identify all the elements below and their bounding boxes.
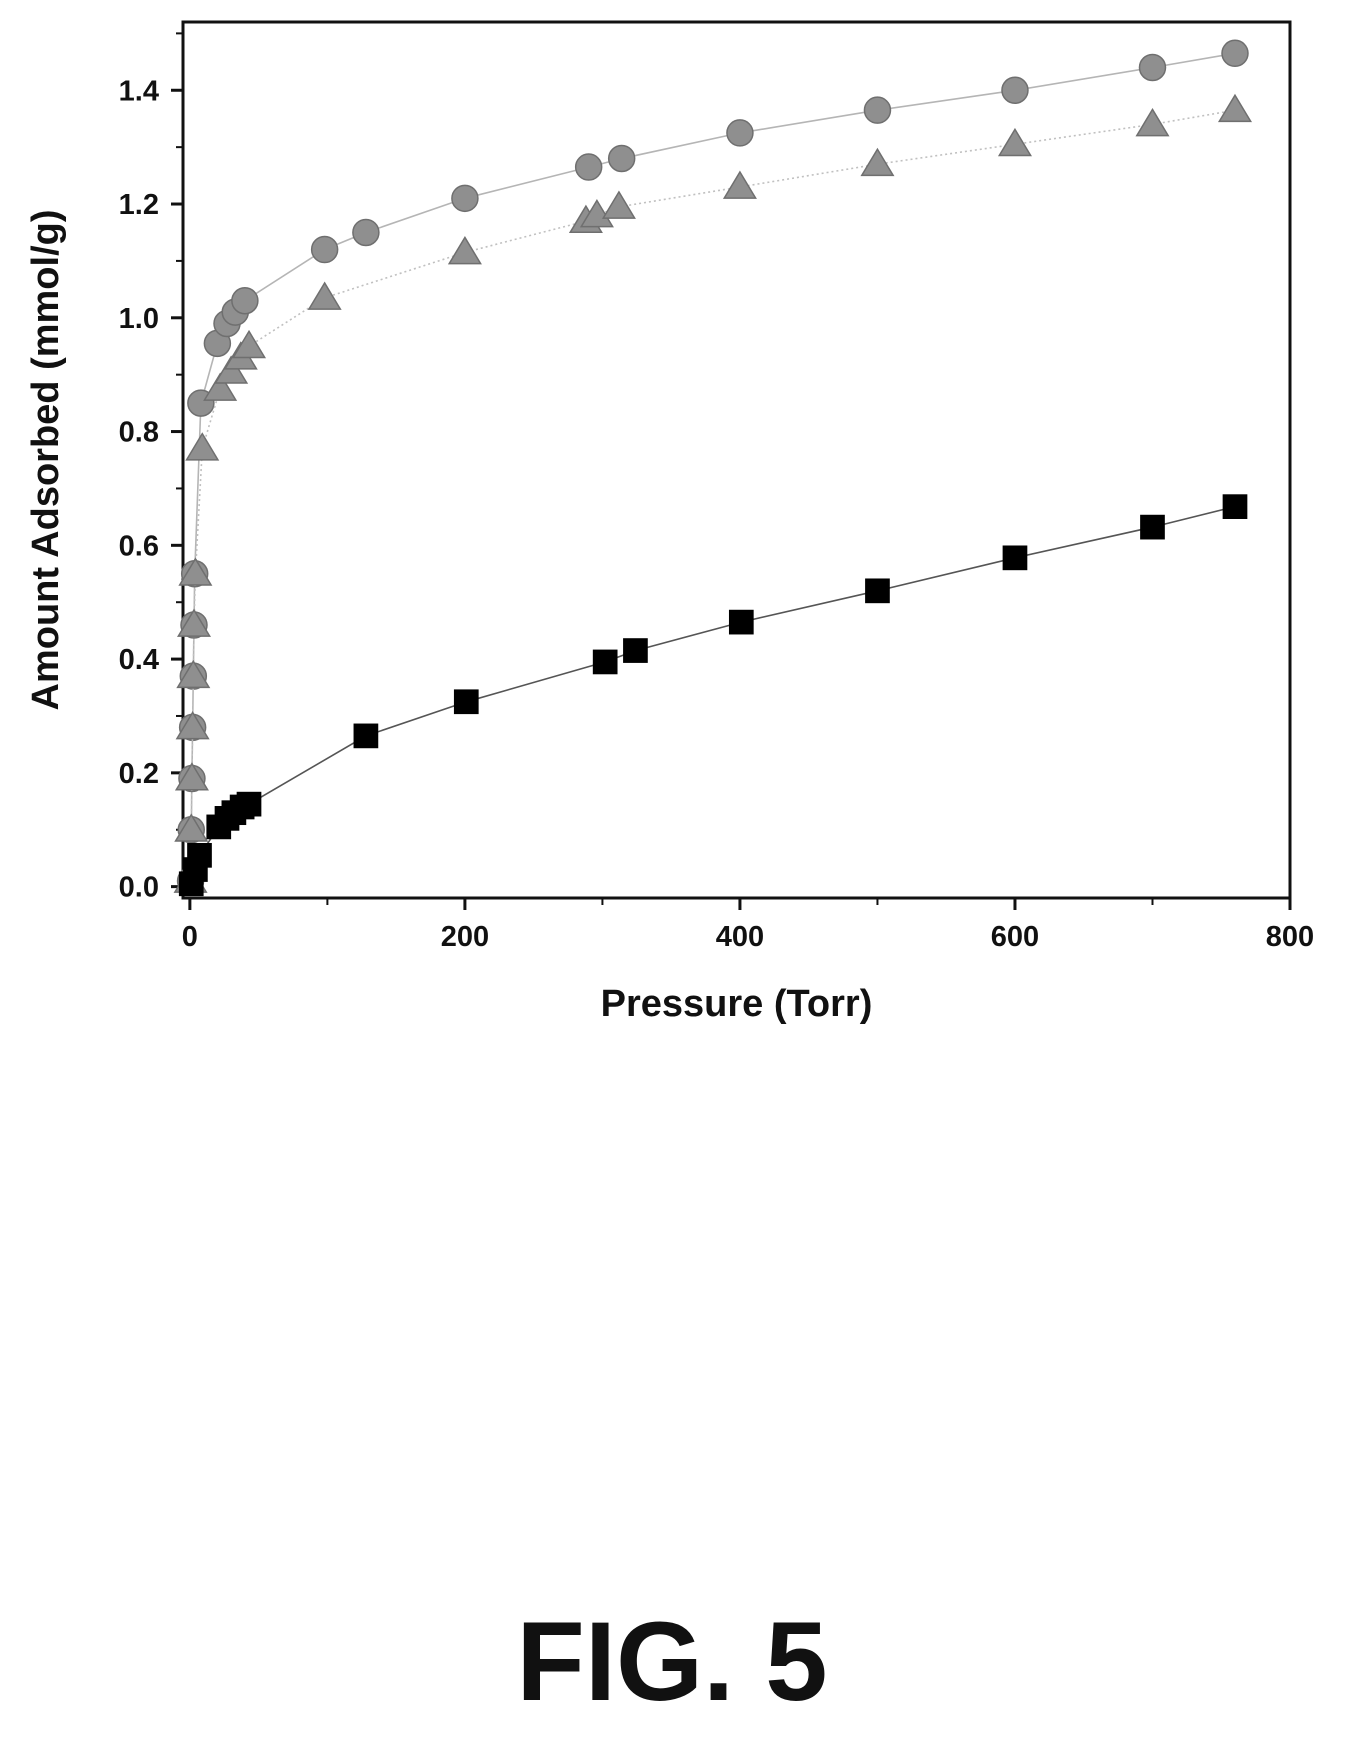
data-point-triangle	[185, 432, 220, 461]
y-tick-label: 0.8	[119, 417, 159, 449]
data-point-square	[592, 649, 618, 675]
data-point-circle	[1001, 76, 1029, 105]
data-point-circle	[726, 119, 754, 147]
x-axis-title: Pressure (Torr)	[601, 983, 873, 1025]
data-point-square	[1140, 514, 1165, 540]
series-circle	[176, 39, 1249, 895]
data-point-circle	[1221, 39, 1249, 68]
data-point-circle	[607, 144, 636, 173]
series-line	[189, 109, 1236, 881]
data-series	[173, 39, 1253, 897]
y-axis-title: Amount Adsorbed (mmol/g)	[25, 210, 67, 711]
series-square	[178, 494, 1248, 897]
data-point-triangle	[1135, 107, 1170, 137]
y-tick-label: 1.0	[119, 303, 159, 335]
data-point-circle	[310, 235, 339, 264]
y-axis-ticks: 0.0 0.2 0.4 0.6 0.8 1.0 1.2 1.4	[119, 32, 183, 904]
data-point-square	[187, 842, 212, 868]
figure-caption: FIG. 5	[516, 1599, 827, 1724]
data-point-square	[728, 609, 754, 635]
data-point-triangle	[307, 281, 342, 310]
data-point-triangle	[214, 355, 249, 384]
data-point-triangle	[176, 608, 212, 637]
data-point-square	[865, 578, 890, 604]
data-point-circle	[451, 184, 479, 213]
data-point-circle	[1138, 53, 1167, 82]
data-point-triangle	[1217, 93, 1253, 123]
y-tick-label: 1.2	[119, 189, 159, 221]
data-point-square	[453, 689, 479, 715]
x-tick-label: 200	[441, 921, 489, 953]
x-axis-ticks: 0 200 400 600 800	[182, 898, 1314, 953]
data-point-square	[236, 791, 262, 817]
series-line	[189, 52, 1236, 881]
data-point-triangle	[447, 235, 482, 265]
data-point-triangle	[722, 170, 757, 199]
y-tick-label: 0.4	[119, 644, 159, 676]
data-point-square	[1002, 545, 1028, 571]
x-tick-label: 800	[1266, 921, 1314, 953]
data-point-square	[1222, 494, 1248, 519]
data-point-triangle	[579, 198, 614, 228]
data-point-triangle	[174, 762, 209, 791]
y-tick-label: 0.6	[119, 530, 159, 562]
x-tick-label: 600	[991, 921, 1039, 953]
series-triangle	[173, 93, 1253, 893]
y-tick-label: 0.2	[119, 758, 159, 790]
x-tick-label: 400	[716, 921, 764, 953]
data-point-triangle	[997, 127, 1032, 157]
data-point-triangle	[176, 659, 211, 689]
series-line	[190, 505, 1236, 885]
data-point-triangle	[175, 710, 210, 740]
data-point-circle	[352, 218, 380, 247]
data-point-circle	[231, 286, 259, 315]
data-point-circle	[863, 96, 892, 124]
data-point-triangle	[860, 147, 895, 177]
x-tick-label: 0	[182, 921, 198, 953]
data-point-triangle	[174, 813, 209, 842]
data-point-triangle	[601, 190, 636, 219]
data-point-square	[353, 723, 379, 749]
y-tick-label: 1.4	[119, 75, 159, 107]
data-point-circle	[574, 153, 603, 181]
y-tick-label: 0.0	[119, 872, 159, 904]
plot-area-frame	[181, 20, 1292, 900]
data-point-square	[623, 638, 648, 663]
data-point-triangle	[203, 372, 238, 401]
data-point-triangle	[178, 557, 213, 586]
data-point-triangle	[231, 329, 267, 359]
